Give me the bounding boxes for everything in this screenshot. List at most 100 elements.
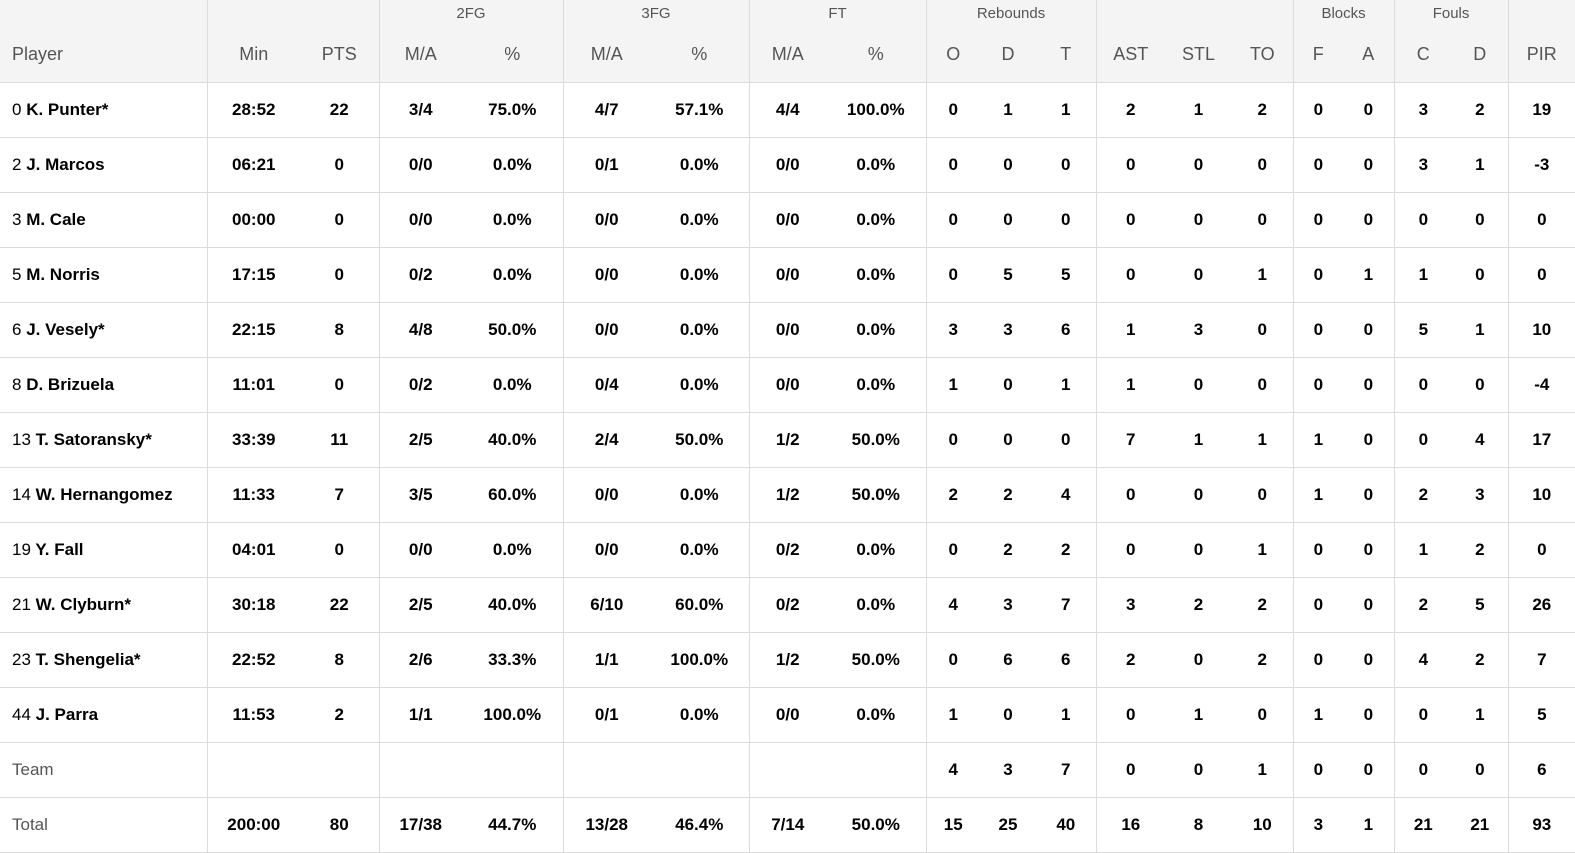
player-name-cell[interactable]: 3 M. Cale	[0, 192, 207, 248]
stat-d: 0	[1452, 357, 1509, 413]
stat-ma: 1/2	[748, 412, 826, 468]
column-header[interactable]: C	[1393, 27, 1453, 83]
player-name[interactable]: W. Hernangomez	[35, 485, 173, 504]
column-header[interactable]: T	[1036, 27, 1097, 83]
player-name-cell[interactable]: 8 D. Brizuela	[0, 357, 207, 413]
column-header[interactable]: M/A	[562, 27, 650, 83]
player-row: 5 M. Norris 17:15 0 0/2 0.0% 0/0 0.0% 0/0 0.0% 0 5…	[0, 247, 1575, 303]
column-header[interactable]: Min	[206, 27, 300, 83]
column-header[interactable]: AST	[1095, 27, 1166, 83]
stat-ast: 0	[1095, 522, 1166, 578]
column-header[interactable]: STL	[1165, 27, 1233, 83]
column-header[interactable]: D	[1452, 27, 1509, 83]
column-header[interactable]: %	[650, 27, 749, 83]
stat-to: 1	[1232, 247, 1294, 303]
player-name[interactable]: M. Cale	[26, 210, 86, 229]
player-name-cell[interactable]: 5 M. Norris	[0, 247, 207, 303]
player-name-cell[interactable]: 23 T. Shengelia*	[0, 632, 207, 688]
stat-to: 0	[1232, 302, 1294, 358]
stat-d: 0	[1452, 742, 1509, 798]
stat-pts: 0	[300, 357, 379, 413]
stat-to: 2	[1232, 577, 1294, 633]
column-header[interactable]: O	[925, 27, 981, 83]
stat-stl: 0	[1165, 357, 1233, 413]
stat-pir: 10	[1507, 467, 1575, 523]
stat-to: 10	[1232, 797, 1294, 853]
stat-t: 7	[1036, 742, 1097, 798]
group-fouls: Fouls	[1393, 0, 1509, 27]
player-name[interactable]: J. Marcos	[26, 155, 105, 174]
player-name[interactable]: D. Brizuela	[26, 375, 115, 394]
stat-ma: 0/0	[562, 247, 650, 303]
player-row: 6 J. Vesely* 22:15 8 4/8 50.0% 0/0 0.0% 0/0 0.0%…	[0, 302, 1575, 358]
column-header[interactable]: M/A	[378, 27, 462, 83]
stat-to: 0	[1232, 357, 1294, 413]
player-name[interactable]: J. Vesely*	[26, 320, 105, 339]
column-header[interactable]: %	[462, 27, 563, 83]
column-header[interactable]: TO	[1232, 27, 1294, 83]
stat-c: 5	[1393, 302, 1453, 358]
stat-: 0.0%	[462, 247, 563, 303]
player-name-cell[interactable]: 13 T. Satoransky*	[0, 412, 207, 468]
stat-ast: 16	[1095, 797, 1166, 853]
jersey-number: 0	[12, 100, 22, 119]
stat-ma	[562, 742, 650, 798]
stat-to: 0	[1232, 137, 1294, 193]
stat-min: 22:52	[206, 632, 300, 688]
stat-to: 1	[1232, 412, 1294, 468]
group-ft: FT	[748, 0, 927, 27]
stat-ast: 0	[1095, 687, 1166, 743]
player-name[interactable]: T. Satoransky*	[35, 430, 152, 449]
stat-pts: 11	[300, 412, 379, 468]
player-name-cell[interactable]: 6 J. Vesely*	[0, 302, 207, 358]
stat-ma: 4/7	[562, 82, 650, 138]
column-header[interactable]: M/A	[748, 27, 826, 83]
jersey-number: 19	[12, 540, 31, 559]
player-name[interactable]: M. Norris	[26, 265, 100, 284]
stat-t: 7	[1036, 577, 1097, 633]
player-name[interactable]: J. Parra	[35, 705, 99, 724]
stat-: 0.0%	[826, 137, 927, 193]
stat-o: 0	[925, 632, 981, 688]
stat-min: 11:33	[206, 467, 300, 523]
column-header[interactable]: PIR	[1507, 27, 1575, 83]
stat-ma: 6/10	[562, 577, 650, 633]
player-name-cell[interactable]: 21 W. Clyburn*	[0, 577, 207, 633]
stat-	[826, 742, 927, 798]
column-header[interactable]: Player	[0, 27, 207, 83]
player-name-cell[interactable]: 0 K. Punter*	[0, 82, 207, 138]
player-row: 8 D. Brizuela 11:01 0 0/2 0.0% 0/4 0.0% 0/0 0.0%…	[0, 357, 1575, 413]
player-name-cell[interactable]: 2 J. Marcos	[0, 137, 207, 193]
player-name-cell[interactable]: 44 J. Parra	[0, 687, 207, 743]
column-header[interactable]: PTS	[300, 27, 379, 83]
stat-: 50.0%	[826, 632, 927, 688]
stat-d: 1	[1452, 687, 1509, 743]
stat-to: 1	[1232, 742, 1294, 798]
player-name-cell[interactable]: 19 Y. Fall	[0, 522, 207, 578]
stat-c: 2	[1393, 577, 1453, 633]
player-name[interactable]: K. Punter*	[26, 100, 109, 119]
column-header[interactable]: A	[1343, 27, 1395, 83]
player-name[interactable]: T. Shengelia*	[35, 650, 141, 669]
stat-: 0.0%	[826, 302, 927, 358]
stat-: 100.0%	[462, 687, 563, 743]
stat-d: 1	[980, 82, 1037, 138]
stat-f: 0	[1292, 357, 1344, 413]
stat-d: 4	[1452, 412, 1509, 468]
player-name-cell[interactable]: 14 W. Hernangomez	[0, 467, 207, 523]
column-header[interactable]: F	[1292, 27, 1344, 83]
column-header[interactable]: D	[980, 27, 1037, 83]
stat-min	[206, 742, 300, 798]
stat-o: 0	[925, 412, 981, 468]
stat-ma: 0/2	[378, 247, 462, 303]
stat-to: 2	[1232, 82, 1294, 138]
stat-: 0.0%	[650, 357, 749, 413]
stat-min: 06:21	[206, 137, 300, 193]
stat-: 100.0%	[826, 82, 927, 138]
stat-ma: 0/0	[562, 302, 650, 358]
column-header[interactable]: %	[826, 27, 927, 83]
player-name[interactable]: W. Clyburn*	[35, 595, 132, 614]
stat-pir: 5	[1507, 687, 1575, 743]
player-name[interactable]: Y. Fall	[35, 540, 84, 559]
stat-ma: 0/0	[748, 192, 826, 248]
